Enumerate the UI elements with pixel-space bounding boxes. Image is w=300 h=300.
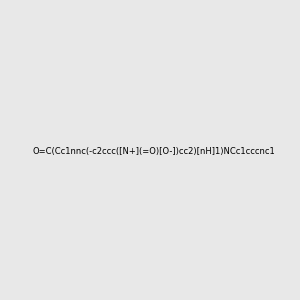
Text: O=C(Cc1nnc(-c2ccc([N+](=O)[O-])cc2)[nH]1)NCc1cccnc1: O=C(Cc1nnc(-c2ccc([N+](=O)[O-])cc2)[nH]1… bbox=[32, 147, 275, 156]
